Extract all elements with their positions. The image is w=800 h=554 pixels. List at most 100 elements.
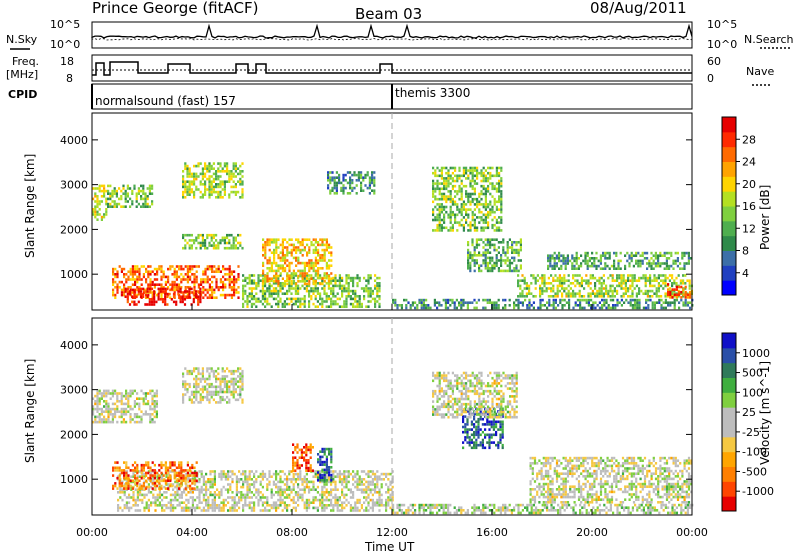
velocity-echo-cell (150, 501, 153, 504)
velocity-echo-cell (227, 501, 230, 504)
power-echo-cell (559, 301, 562, 304)
velocity-echo-cell (294, 472, 297, 476)
power-echo-cell (374, 302, 377, 306)
power-echo-cell (212, 244, 215, 247)
power-echo-cell (150, 287, 154, 291)
power-echo-cell (546, 306, 549, 310)
velocity-echo-cell (151, 389, 154, 393)
velocity-echo-cell (211, 483, 214, 486)
power-echo-cell (558, 274, 561, 277)
power-echo-cell (609, 289, 612, 293)
velocity-echo-cell (184, 469, 187, 472)
velocity-echo-cell (127, 402, 130, 406)
power-echo-cell (449, 210, 452, 214)
power-echo-cell (545, 287, 548, 290)
power-echo-cell (330, 254, 333, 257)
velocity-echo-cell (129, 413, 132, 416)
power-echo-cell (534, 276, 537, 280)
velocity-echo-cell (120, 402, 123, 406)
power-echo-cell (188, 246, 191, 250)
power-echo-cell (521, 274, 524, 277)
power-echo-cell (197, 236, 200, 240)
power-echo-cell (680, 296, 683, 299)
power-echo-cell (345, 289, 348, 293)
velocity-echo-cell (212, 375, 215, 378)
power-echo-cell (614, 306, 617, 310)
power-echo-cell (321, 297, 324, 301)
power-echo-cell (398, 304, 401, 307)
velocity-echo-cell (288, 485, 291, 489)
power-echo-cell (195, 275, 198, 279)
power-echo-cell (131, 270, 134, 273)
power-echo-cell (649, 274, 652, 277)
velocity-echo-cell (107, 407, 110, 411)
power-echo-cell (321, 248, 324, 252)
power-echo-cell (330, 302, 333, 306)
power-echo-cell (462, 174, 465, 178)
power-echo-cell (549, 254, 552, 257)
power-echo-cell (615, 251, 618, 255)
power-echo-cell (129, 270, 132, 273)
power-echo-cell (475, 238, 478, 241)
power-echo-cell (314, 259, 317, 262)
power-echo-cell (589, 282, 592, 285)
velocity-echo-cell (248, 506, 251, 510)
power-echo-cell (541, 289, 544, 293)
velocity-echo-cell (303, 491, 306, 494)
power-echo-cell (142, 295, 145, 298)
velocity-echo-cell (98, 415, 101, 419)
power-echo-cell (179, 287, 182, 291)
power-echo-cell (341, 295, 344, 298)
power-echo-cell (591, 262, 594, 265)
power-echo-cell (599, 259, 602, 263)
power-echo-cell (246, 276, 249, 280)
power-echo-cell (476, 226, 479, 230)
power-echo-cell (217, 193, 220, 196)
power-echo-cell (147, 293, 150, 297)
power-echo-cell (308, 251, 311, 254)
power-echo-cell (611, 289, 614, 293)
power-echo-cell (140, 265, 143, 268)
power-echo-cell (345, 282, 348, 285)
power-echo-cell (233, 286, 236, 289)
power-echo-cell (587, 279, 590, 282)
power-echo-cell (449, 221, 452, 224)
power-echo-cell (299, 300, 302, 303)
power-echo-cell (181, 298, 184, 301)
power-echo-cell (182, 183, 185, 186)
power-echo-cell (303, 238, 306, 241)
power-echo-cell (288, 279, 291, 282)
power-echo-cell (497, 251, 500, 254)
power-echo-cell (228, 196, 231, 199)
velocity-echo-cell (127, 484, 130, 488)
power-echo-cell (575, 257, 578, 260)
velocity-echo-cell (279, 493, 282, 497)
power-echo-cell (355, 192, 358, 195)
velocity-echo-cell (234, 398, 237, 402)
power-echo-cell (281, 282, 284, 286)
power-echo-cell (190, 172, 193, 176)
power-echo-cell (673, 304, 676, 307)
power-echo-cell (447, 177, 450, 180)
power-echo-cell (146, 202, 149, 206)
power-echo-cell (654, 254, 657, 257)
velocity-echo-cell (120, 400, 123, 403)
power-echo-cell (186, 267, 189, 271)
velocity-echo-cell (191, 496, 194, 499)
power-echo-cell (657, 264, 660, 268)
velocity-echo-cell (143, 472, 146, 476)
power-echo-cell (170, 287, 173, 291)
velocity-echo-cell (111, 418, 114, 421)
power-echo-cell (195, 185, 198, 189)
power-echo-cell (197, 298, 200, 301)
power-echo-cell (650, 264, 653, 268)
power-echo-cell (211, 293, 214, 297)
power-echo-cell (149, 273, 152, 276)
power-echo-cell (160, 286, 163, 289)
power-echo-cell (567, 279, 570, 282)
velocity-echo-cell (246, 475, 249, 478)
velocity-echo-cell (191, 482, 194, 485)
power-echo-cell (114, 267, 117, 271)
power-echo-cell (601, 304, 604, 307)
velocity-echo-cell (125, 480, 128, 484)
